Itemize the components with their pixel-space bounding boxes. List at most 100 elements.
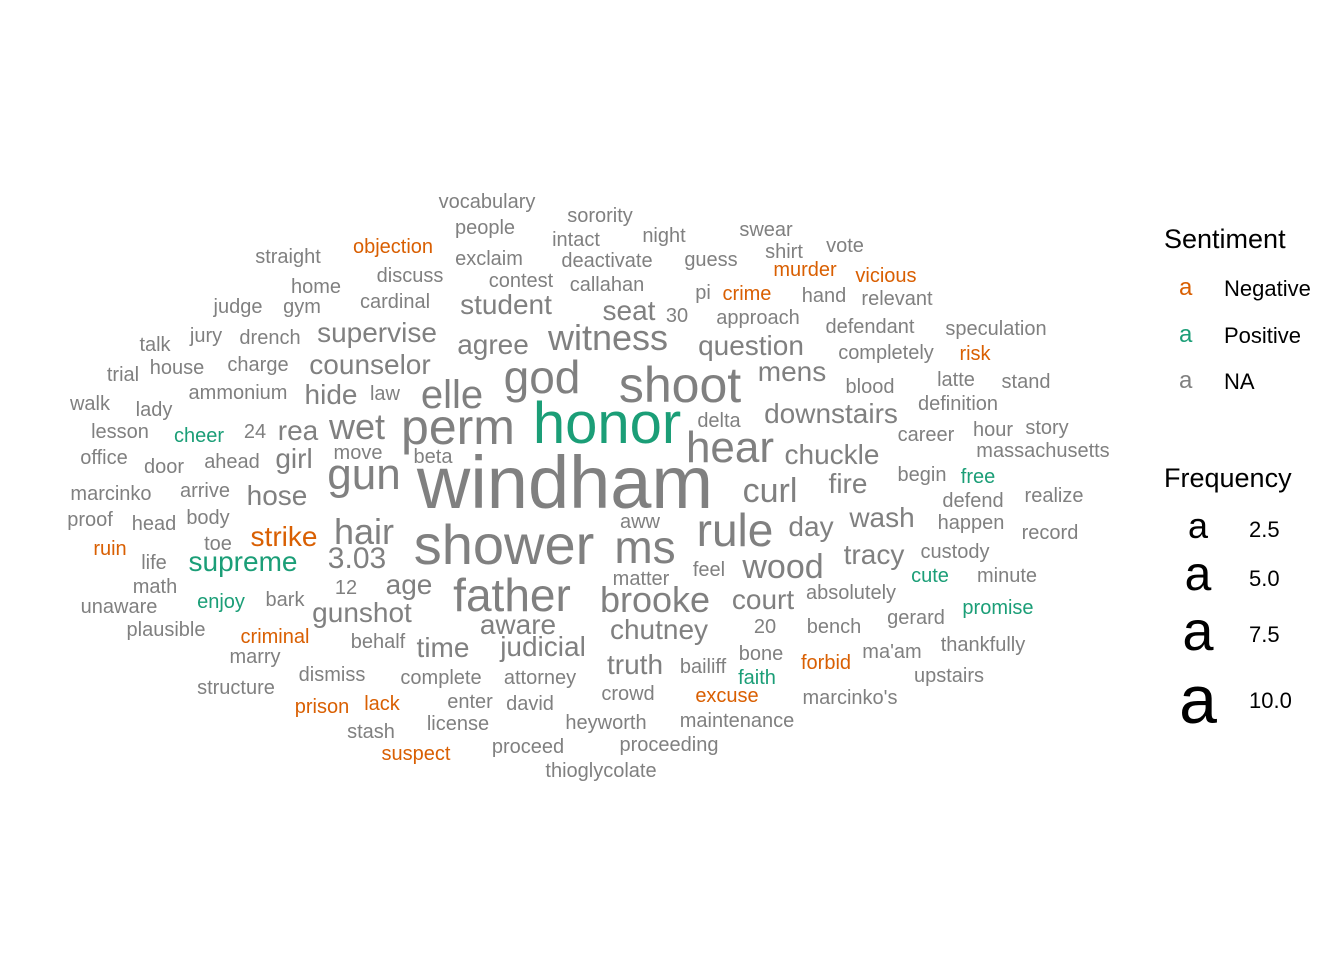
word-112: body [186, 507, 229, 529]
word-143: dismiss [299, 664, 366, 686]
word-157: license [427, 713, 489, 735]
word-44: supreme [189, 546, 298, 577]
word-106: marcinko [70, 483, 151, 505]
sentiment-label-2: NA [1224, 369, 1255, 394]
word-21: question [698, 330, 804, 361]
word-69: crime [723, 283, 772, 305]
word-45: strike [251, 521, 318, 552]
word-88: blood [846, 376, 895, 398]
word-30: girl [275, 443, 312, 474]
word-76: talk [139, 334, 171, 356]
word-105: free [961, 466, 995, 488]
word-55: deactivate [561, 250, 652, 272]
word-53: objection [353, 236, 433, 258]
word-68: pi [695, 282, 711, 304]
word-122: minute [977, 565, 1037, 587]
word-11: gun [327, 450, 400, 499]
word-47: sorority [567, 205, 633, 227]
word-59: home [291, 276, 341, 298]
word-87: law [370, 383, 401, 405]
word-7: ms [614, 521, 675, 573]
word-13: wet [328, 406, 385, 447]
word-95: 24 [244, 421, 266, 443]
word-113: aww [620, 511, 661, 533]
word-77: jury [189, 325, 222, 347]
word-20: chuckle [785, 439, 880, 470]
word-14: hair [334, 511, 394, 552]
word-100: office [80, 447, 127, 469]
word-22: counselor [309, 349, 430, 380]
word-8: father [453, 569, 571, 621]
word-3: perm [401, 399, 515, 455]
word-98: story [1025, 417, 1068, 439]
word-160: suspect [382, 743, 451, 765]
frequency-label-2: 7.5 [1249, 622, 1280, 647]
word-162: proceeding [620, 734, 719, 756]
word-90: walk [69, 393, 111, 415]
word-145: upstairs [914, 665, 984, 687]
word-155: david [506, 693, 554, 715]
frequency-label-1: 5.0 [1249, 566, 1280, 591]
word-92: delta [697, 410, 741, 432]
word-26: mens [758, 356, 826, 387]
word-49: swear [739, 219, 793, 241]
word-18: 3.03 [328, 542, 386, 575]
word-19: downstairs [764, 398, 898, 429]
word-109: realize [1025, 485, 1084, 507]
word-96: career [898, 424, 955, 446]
word-63: murder [773, 259, 837, 281]
word-38: aware [480, 609, 556, 640]
frequency-label-3: 10.0 [1249, 688, 1292, 713]
sentiment-key-2: a [1179, 367, 1193, 394]
word-123: math [133, 576, 177, 598]
word-107: arrive [180, 480, 230, 502]
word-71: relevant [861, 288, 933, 310]
word-41: truth [607, 649, 663, 680]
word-58: vote [826, 235, 864, 257]
word-23: supervise [317, 317, 437, 348]
word-72: 30 [666, 305, 688, 327]
word-28: hide [305, 379, 358, 410]
word-104: begin [898, 464, 947, 486]
word-141: bailiff [680, 656, 727, 678]
word-134: bench [807, 616, 862, 638]
word-54: exclaim [455, 248, 523, 270]
word-4: shoot [619, 357, 741, 413]
word-126: absolutely [806, 582, 896, 604]
word-94: cheer [174, 425, 224, 447]
word-152: prison [295, 696, 349, 718]
word-12: witness [547, 317, 668, 358]
word-70: hand [802, 285, 847, 307]
word-50: intact [552, 229, 600, 251]
word-127: unaware [81, 596, 158, 618]
word-56: guess [684, 249, 737, 271]
word-65: judge [213, 296, 263, 318]
word-16: wood [741, 548, 823, 586]
word-135: criminal [241, 626, 310, 648]
word-139: bone [739, 643, 784, 665]
word-81: trial [107, 364, 139, 386]
word-66: gym [283, 296, 321, 318]
word-84: latte [937, 369, 975, 391]
word-32: fire [829, 468, 868, 499]
word-128: enjoy [197, 591, 245, 613]
word-60: discuss [377, 265, 444, 287]
word-154: enter [447, 691, 493, 713]
word-132: plausible [127, 619, 206, 641]
word-161: proceed [492, 736, 564, 758]
word-29: rea [278, 415, 319, 446]
word-131: promise [962, 597, 1033, 619]
word-148: structure [197, 677, 275, 699]
word-101: door [144, 456, 184, 478]
word-15: brooke [600, 579, 710, 620]
word-6: rule [697, 504, 774, 556]
word-52: straight [255, 246, 321, 268]
word-48: people [455, 217, 515, 239]
sentiment-legend-title: Sentiment [1164, 224, 1286, 254]
word-153: lack [364, 693, 401, 715]
word-85: stand [1002, 371, 1051, 393]
sentiment-key-0: a [1179, 274, 1193, 301]
word-17: curl [743, 472, 798, 510]
word-2: shower [414, 513, 595, 576]
word-83: charge [227, 354, 288, 376]
